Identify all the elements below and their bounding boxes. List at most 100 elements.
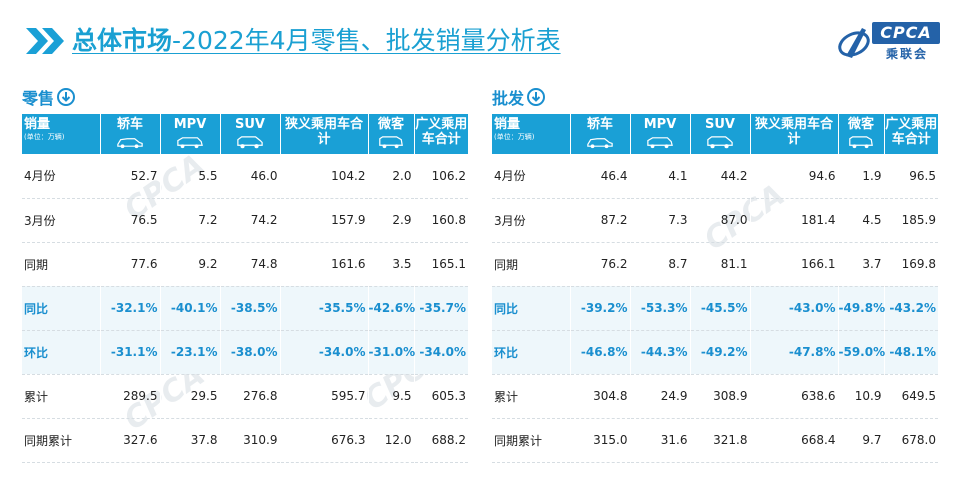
unit-label: (单位：万辆) (24, 133, 65, 141)
table-cell: 2.9 (367, 198, 414, 243)
table-cell: 327.6 (99, 418, 160, 463)
table-cell: -59.0% (837, 330, 885, 375)
suv-icon (707, 136, 733, 149)
table-cell: 37.8 (159, 418, 220, 463)
column-header-label: SUV (705, 117, 735, 132)
table-cell: 315.0 (569, 418, 630, 463)
page-title: 总体市场-2022年4月零售、批发销量分析表 (72, 24, 561, 58)
row-label: 同比 (22, 286, 100, 331)
table-cell: 44.2 (689, 154, 750, 199)
wholesale-header-row: 销量 (单位：万辆) 轿车 MPV SUV 狭义乘用车合计 微客 广义乘用车合计 (492, 114, 938, 154)
table-cell: 308.9 (689, 374, 750, 419)
table-cell: 605.3 (413, 374, 468, 419)
column-header: 狭义乘用车合计 (279, 114, 368, 154)
column-header: MPV (159, 114, 220, 154)
column-header-label: 狭义乘用车合计 (754, 117, 833, 147)
table-cell: 4.1 (629, 154, 690, 199)
wholesale-table: 销量 (单位：万辆) 轿车 MPV SUV 狭义乘用车合计 微客 广义乘用车合计 4月份 46.… (492, 114, 938, 463)
table-cell: 9.2 (159, 242, 220, 287)
table-cell: 678.0 (883, 418, 938, 463)
retail-title: 零售 (22, 89, 55, 108)
mpv-icon (177, 137, 203, 149)
table-cell: 94.6 (749, 154, 838, 199)
table-cell: 157.9 (279, 198, 368, 243)
column-header-label: 销量 (24, 117, 51, 132)
retail-section-title: 零售 (22, 84, 468, 110)
double-chevron-right-icon (26, 28, 64, 54)
table-cell: -40.1% (159, 286, 220, 331)
table-cell: -45.5% (689, 286, 750, 331)
table-cell: 161.6 (279, 242, 368, 287)
table-cell: 46.4 (569, 154, 630, 199)
retail-table-body: 4月份 52.7 5.5 46.0 104.2 2.0 106.2 3月份 76.5 7.2 74.… (22, 154, 468, 463)
column-header: 轿车 (99, 114, 160, 154)
column-header-label: MPV (643, 117, 677, 132)
table-row: 同期 76.2 8.7 81.1 166.1 3.7 169.8 (492, 242, 938, 287)
table-cell: 7.2 (159, 198, 220, 243)
table-row: 环比 -31.1% -23.1% -38.0% -34.0% -31.0% -34.0% (22, 330, 468, 375)
table-cell: 9.5 (367, 374, 414, 419)
table-cell: -35.7% (413, 286, 468, 331)
table-cell: 76.5 (99, 198, 160, 243)
row-label: 同期累计 (492, 418, 570, 463)
table-cell: -35.5% (279, 286, 368, 331)
table-cell: 81.1 (689, 242, 750, 287)
column-header-label: 广义乘用车合计 (885, 117, 938, 147)
column-header: 销量 (单位：万辆) (492, 114, 570, 154)
table-row: 环比 -46.8% -44.3% -49.2% -47.8% -59.0% -48.1% (492, 330, 938, 375)
row-label: 累计 (22, 374, 100, 419)
table-cell: 87.2 (569, 198, 630, 243)
table-cell: -34.0% (413, 330, 468, 375)
row-label: 环比 (492, 330, 570, 375)
suv-icon (237, 136, 263, 149)
retail-header-row: 销量 (单位：万辆) 轿车 MPV SUV 狭义乘用车合计 微客 广义乘用车合计 (22, 114, 468, 154)
column-header-label: 微客 (377, 117, 404, 132)
table-cell: 638.6 (749, 374, 838, 419)
column-header-label: 狭义乘用车合计 (284, 117, 363, 147)
table-cell: 1.9 (837, 154, 884, 199)
sedan-icon (117, 138, 143, 149)
table-cell: -32.1% (99, 286, 160, 331)
table-cell: -48.1% (883, 330, 938, 375)
row-label: 同期累计 (22, 418, 100, 463)
table-cell: -46.8% (569, 330, 630, 375)
table-cell: 3.5 (367, 242, 414, 287)
column-header-label: 微客 (847, 117, 874, 132)
table-row: 4月份 52.7 5.5 46.0 104.2 2.0 106.2 (22, 154, 468, 199)
row-label: 3月份 (22, 198, 100, 243)
column-header-label: 销量 (494, 117, 521, 132)
table-cell: 165.1 (413, 242, 468, 287)
row-label: 同期 (492, 242, 570, 287)
table-row: 同期 77.6 9.2 74.8 161.6 3.5 165.1 (22, 242, 468, 287)
cpca-emblem-icon (838, 28, 870, 58)
wholesale-title: 批发 (492, 89, 525, 108)
table-row: 3月份 76.5 7.2 74.2 157.9 2.9 160.8 (22, 198, 468, 243)
column-header: 微客 (367, 114, 414, 154)
table-cell: -49.2% (689, 330, 750, 375)
table-cell: 649.5 (883, 374, 938, 419)
table-cell: -38.0% (219, 330, 280, 375)
table-cell: 10.9 (837, 374, 884, 419)
table-cell: 289.5 (99, 374, 160, 419)
table-cell: 29.5 (159, 374, 220, 419)
row-label: 4月份 (492, 154, 570, 199)
row-label: 4月份 (22, 154, 100, 199)
mpv-icon (647, 137, 673, 149)
retail-table: 销量 (单位：万辆) 轿车 MPV SUV 狭义乘用车合计 微客 广义乘用车合计 4月份 52.… (22, 114, 468, 463)
table-cell: 668.4 (749, 418, 838, 463)
title-bold: 总体市场 (72, 26, 173, 55)
table-cell: 3.7 (837, 242, 884, 287)
table-cell: 87.0 (689, 198, 750, 243)
table-cell: 688.2 (413, 418, 468, 463)
table-cell: -31.1% (99, 330, 160, 375)
table-row: 同比 -32.1% -40.1% -38.5% -35.5% -42.6% -35.7% (22, 286, 468, 331)
page-header: 总体市场-2022年4月零售、批发销量分析表 CPCA 乘联会 (0, 0, 960, 72)
retail-panel: 零售 销量 (单位：万辆) 轿车 MPV SUV 狭义乘用车合计 微客 广义乘用车合计 4月份… (22, 84, 468, 463)
table-row: 3月份 87.2 7.3 87.0 181.4 4.5 185.9 (492, 198, 938, 243)
table-cell: -44.3% (629, 330, 690, 375)
table-cell: -31.0% (367, 330, 415, 375)
table-cell: -43.0% (749, 286, 838, 331)
table-cell: 76.2 (569, 242, 630, 287)
table-cell: 321.8 (689, 418, 750, 463)
table-cell: 74.2 (219, 198, 280, 243)
